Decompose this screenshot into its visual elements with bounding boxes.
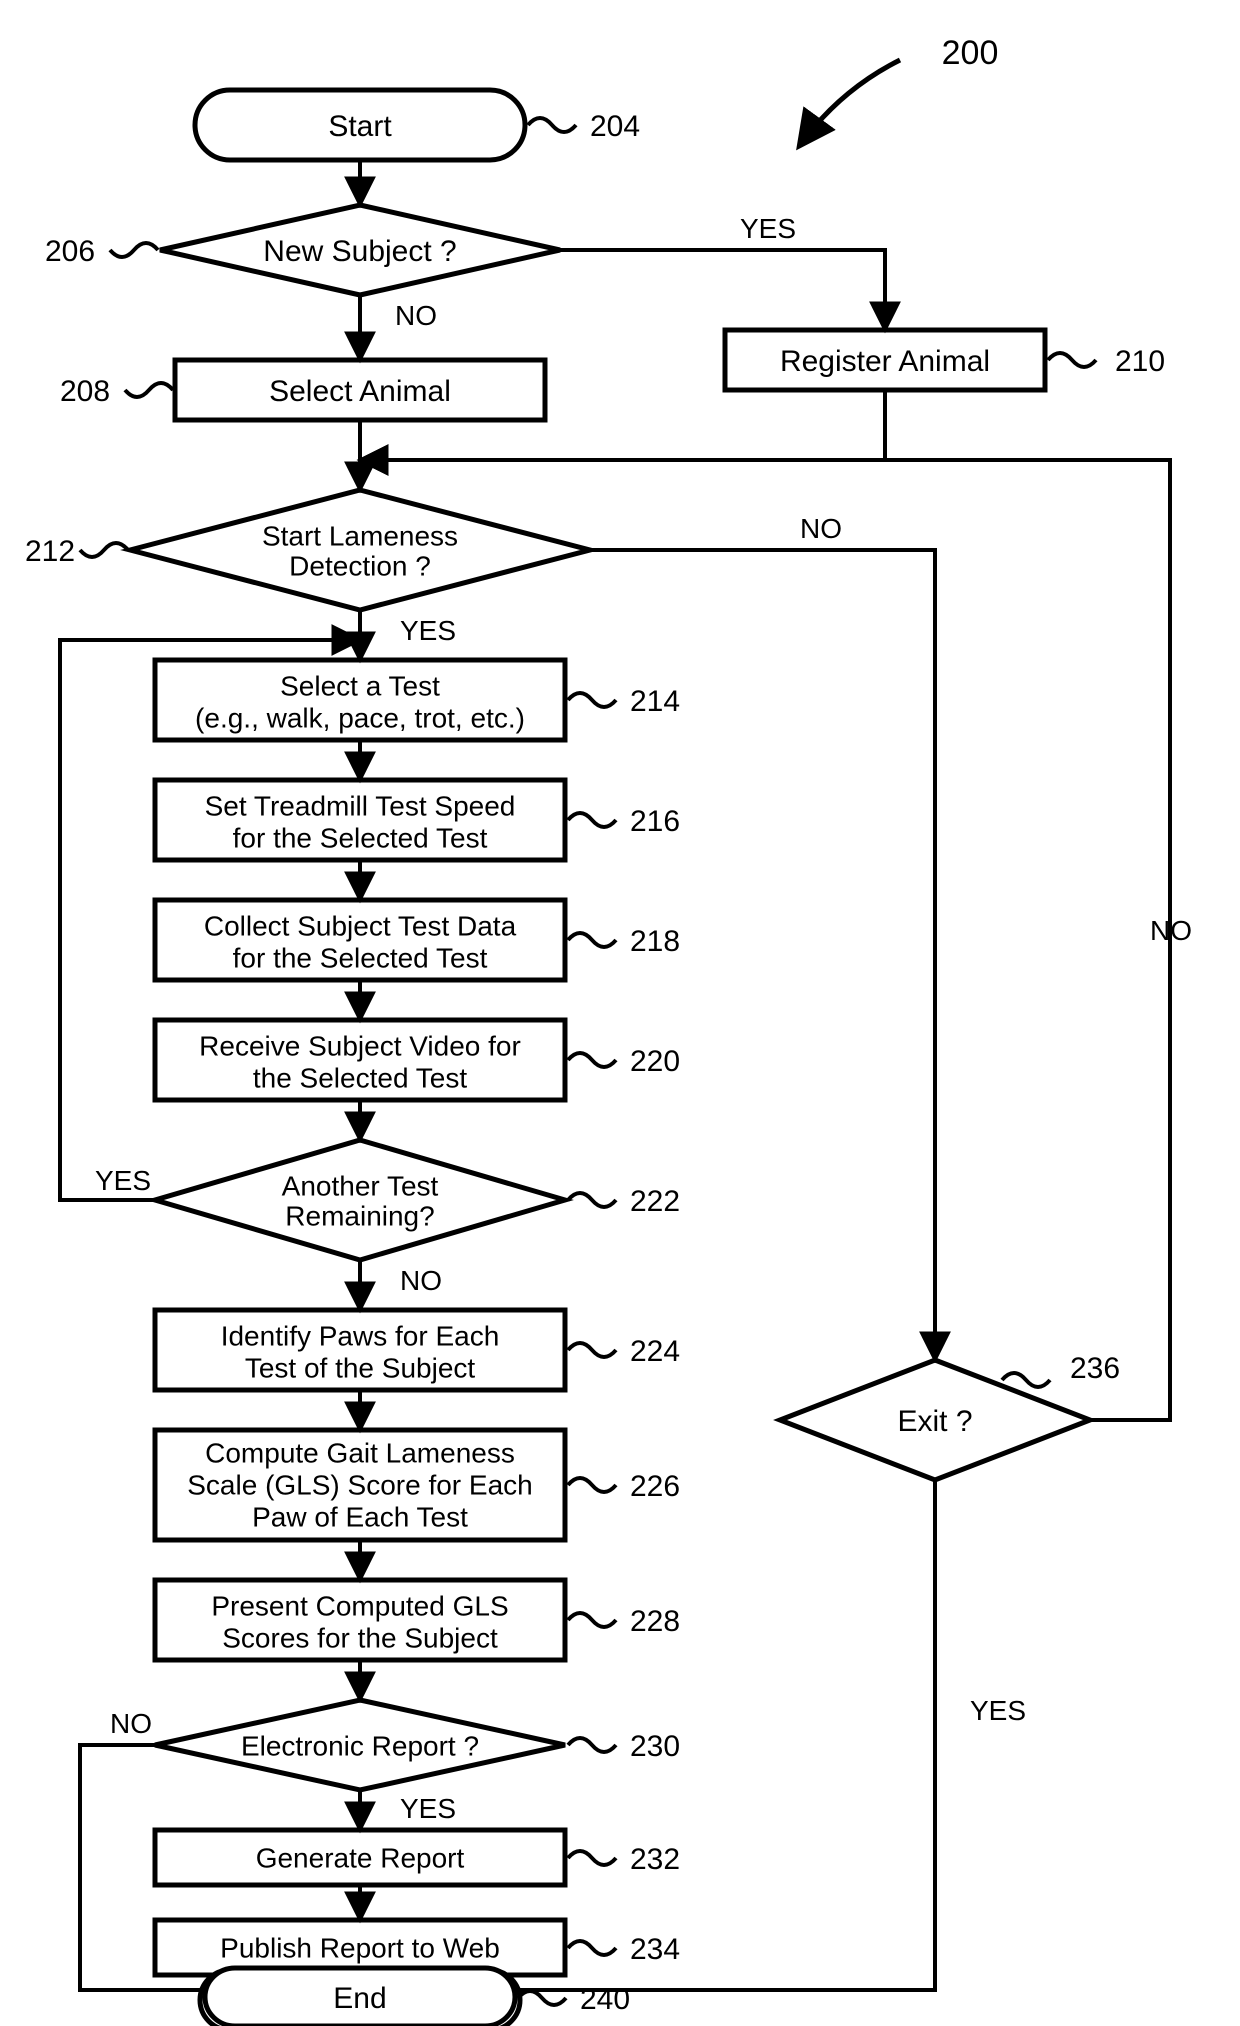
node-end-draw: End — [205, 1968, 515, 2026]
node-select-test-l1: Select a Test — [280, 670, 440, 701]
node-new-subject: New Subject ? — [160, 205, 560, 295]
node-present-l1: Present Computed GLS — [211, 1590, 508, 1621]
node-select-animal-text: Select Animal — [269, 375, 451, 408]
node-compute-l1: Compute Gait Lameness — [205, 1437, 515, 1468]
ref-226: 226 — [630, 1470, 680, 1503]
ref-234: 234 — [630, 1933, 680, 1966]
ref-216: 216 — [630, 805, 680, 838]
ref-206: 206 — [45, 235, 95, 268]
edge-exit-no: NO — [1150, 915, 1192, 946]
ref-228: 228 — [630, 1605, 680, 1638]
node-start-lameness: Start Lameness Detection ? — [130, 490, 590, 610]
figure-ref-arrow: 200 — [800, 34, 998, 145]
ref-222: 222 — [630, 1185, 680, 1218]
edge-newsubj-yes: YES — [740, 213, 796, 244]
node-receive-video: Receive Subject Video for the Selected T… — [155, 1020, 565, 1100]
edge-ereport-yes: YES — [400, 1793, 456, 1824]
node-video-l2: the Selected Test — [253, 1062, 468, 1093]
node-another-test: Another Test Remaining? — [155, 1140, 565, 1260]
node-start: Start — [195, 90, 525, 160]
ref-232: 232 — [630, 1843, 680, 1876]
node-set-speed-l2: for the Selected Test — [233, 822, 488, 853]
node-compute-l3: Paw of Each Test — [252, 1501, 468, 1532]
node-genrep-text: Generate Report — [256, 1842, 465, 1873]
edge-newsubj-no: NO — [395, 300, 437, 331]
edge-another-no: NO — [400, 1265, 442, 1296]
edge-exit-yes: YES — [970, 1695, 1026, 1726]
node-another-l2: Remaining? — [285, 1200, 434, 1231]
node-identify-paws: Identify Paws for Each Test of the Subje… — [155, 1310, 565, 1390]
ref-236: 236 — [1070, 1352, 1120, 1385]
node-set-speed: Set Treadmill Test Speed for the Selecte… — [155, 780, 565, 860]
node-idpaws-l1: Identify Paws for Each — [221, 1320, 500, 1351]
node-collect-data: Collect Subject Test Data for the Select… — [155, 900, 565, 980]
node-generate-report: Generate Report — [155, 1830, 565, 1885]
ref-210: 210 — [1115, 345, 1165, 378]
node-compute-gls: Compute Gait Lameness Scale (GLS) Score … — [155, 1430, 565, 1540]
node-collect-l1: Collect Subject Test Data — [204, 910, 517, 941]
node-start-text: Start — [328, 110, 392, 143]
node-publish-text: Publish Report to Web — [220, 1932, 500, 1963]
ref-230: 230 — [630, 1730, 680, 1763]
ref-240: 240 — [580, 1983, 630, 2016]
ref-220: 220 — [630, 1045, 680, 1078]
node-exit-text: Exit ? — [897, 1405, 972, 1438]
ref-212: 212 — [25, 535, 75, 568]
node-exit: Exit ? — [780, 1360, 1090, 1480]
ref-204: 204 — [590, 110, 640, 143]
edge-ereport-no: NO — [110, 1708, 152, 1739]
node-select-test-l2: (e.g., walk, pace, trot, etc.) — [195, 702, 525, 733]
node-electronic-report: Electronic Report ? — [155, 1700, 565, 1790]
node-register-animal: Register Animal — [725, 330, 1045, 390]
node-another-l1: Another Test — [282, 1170, 439, 1201]
flowchart-canvas: 200 Start 204 New Subject ? 206 Select A… — [0, 0, 1240, 2026]
node-set-speed-l1: Set Treadmill Test Speed — [205, 790, 516, 821]
node-compute-l2: Scale (GLS) Score for Each — [187, 1469, 532, 1500]
node-register-animal-text: Register Animal — [780, 345, 990, 378]
node-idpaws-l2: Test of the Subject — [245, 1352, 476, 1383]
node-present-l2: Scores for the Subject — [222, 1622, 498, 1653]
ref-208: 208 — [60, 375, 110, 408]
node-collect-l2: for the Selected Test — [233, 942, 488, 973]
node-start-lameness-l2: Detection ? — [289, 550, 431, 581]
node-present-gls: Present Computed GLS Scores for the Subj… — [155, 1580, 565, 1660]
ref-214: 214 — [630, 685, 680, 718]
edge-startlame-yes: YES — [400, 615, 456, 646]
node-end-text: End — [333, 1982, 386, 2015]
figure-ref-label: 200 — [942, 34, 999, 72]
edge-another-yes: YES — [95, 1165, 151, 1196]
node-select-animal: Select Animal — [175, 360, 545, 420]
ref-224: 224 — [630, 1335, 680, 1368]
edge-startlame-no: NO — [800, 513, 842, 544]
node-new-subject-text: New Subject ? — [263, 235, 456, 268]
node-start-lameness-l1: Start Lameness — [262, 520, 458, 551]
node-video-l1: Receive Subject Video for — [199, 1030, 521, 1061]
node-select-test: Select a Test (e.g., walk, pace, trot, e… — [155, 660, 565, 740]
ref-218: 218 — [630, 925, 680, 958]
node-ereport-text: Electronic Report ? — [241, 1730, 479, 1761]
